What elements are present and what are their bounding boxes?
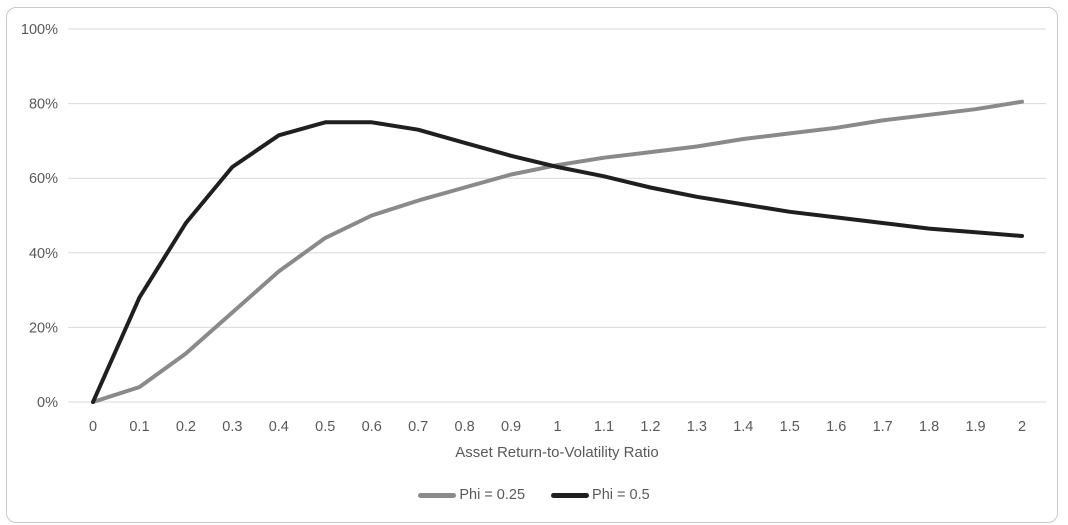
y-axis-tick-label: 20%	[29, 320, 58, 336]
x-axis-tick-label: 0.2	[176, 419, 196, 435]
x-axis-tick-label: 0.3	[222, 419, 242, 435]
x-axis-tick-label: 1	[553, 419, 561, 435]
y-axis-tick-label: 80%	[29, 97, 58, 113]
x-axis-tick-label: 0.8	[455, 419, 475, 435]
x-axis-tick-label: 0.1	[129, 419, 149, 435]
legend: Phi = 0.25 Phi = 0.5	[0, 488, 1068, 503]
x-axis-tick-label: 0.6	[362, 419, 382, 435]
y-axis-tick-label: 60%	[29, 171, 58, 187]
x-axis-tick-label: 0.9	[501, 419, 521, 435]
legend-item: Phi = 0.25	[418, 488, 525, 503]
legend-label: Phi = 0.5	[592, 487, 650, 503]
x-axis-title: Asset Return-to-Volatility Ratio	[455, 444, 658, 461]
x-axis-tick-label: 1.4	[733, 419, 753, 435]
x-axis-tick-label: 0	[89, 419, 97, 435]
x-axis-tick-label: 1.6	[826, 419, 846, 435]
x-axis-tick-label: 2	[1018, 419, 1026, 435]
legend-item: Phi = 0.5	[551, 488, 650, 503]
series-line-phi-0-25	[91, 99, 1024, 404]
y-axis-tick-label: 40%	[29, 246, 58, 262]
legend-swatch-phi-0-5	[551, 492, 590, 498]
legend-label: Phi = 0.25	[459, 487, 526, 503]
x-axis-tick-label: 0.7	[408, 419, 428, 435]
x-axis-tick-label: 1.8	[919, 419, 939, 435]
x-axis-tick-label: 1.1	[594, 419, 614, 435]
x-axis-tick-label: 0.5	[315, 419, 335, 435]
series-line-phi-0-5	[91, 120, 1024, 404]
x-axis-tick-label: 1.5	[780, 419, 800, 435]
x-axis-tick-label: 1.7	[873, 419, 893, 435]
y-axis-tick-label: 100%	[21, 22, 58, 38]
x-axis-tick-label: 1.3	[687, 419, 707, 435]
x-axis-tick-label: 1.2	[640, 419, 660, 435]
y-axis-tick-label: 0%	[37, 395, 58, 411]
legend-swatch-phi-0-25	[418, 492, 457, 498]
x-axis-tick-label: 1.9	[965, 419, 985, 435]
x-axis-tick-label: 0.4	[269, 419, 289, 435]
